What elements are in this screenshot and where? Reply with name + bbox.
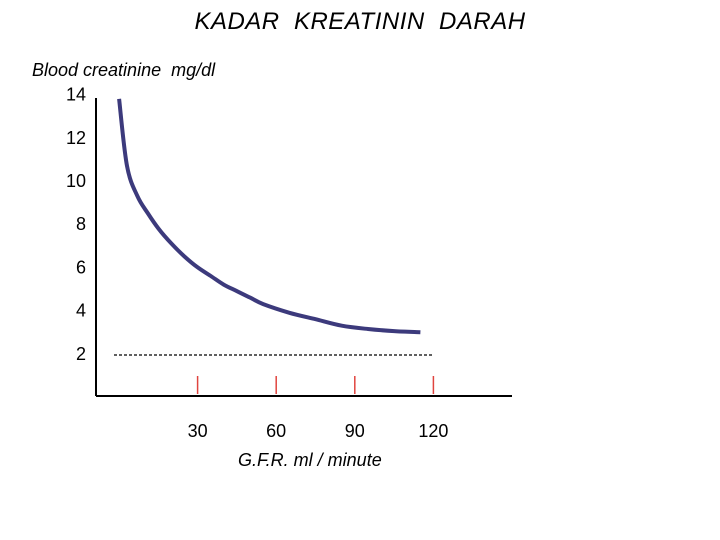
x-tick-label-90: 90 [345, 421, 365, 441]
x-axis-label: G.F.R. ml / minute [238, 450, 382, 470]
y-tick-label-12: 12 [66, 128, 86, 148]
y-tick-label-2: 2 [76, 344, 86, 364]
y-axis-label: Blood creatinine mg/dl [32, 60, 216, 80]
series-curve [117, 98, 421, 335]
y-tick-label-6: 6 [76, 257, 86, 277]
x-tick-labels: 30 60 90 120 [188, 421, 449, 441]
x-tick-label-120: 120 [418, 421, 448, 441]
x-tick-label-60: 60 [266, 421, 286, 441]
y-tick-label-8: 8 [76, 214, 86, 234]
x-tick-marks [196, 376, 435, 394]
y-tick-labels: 14 12 10 8 6 4 2 [66, 85, 86, 364]
x-tick-label-30: 30 [188, 421, 208, 441]
y-tick-label-4: 4 [76, 301, 86, 321]
y-tick-label-14: 14 [66, 85, 86, 105]
y-tick-label-10: 10 [66, 171, 86, 191]
chart-title: KADAR KREATININ DARAH [194, 8, 526, 35]
